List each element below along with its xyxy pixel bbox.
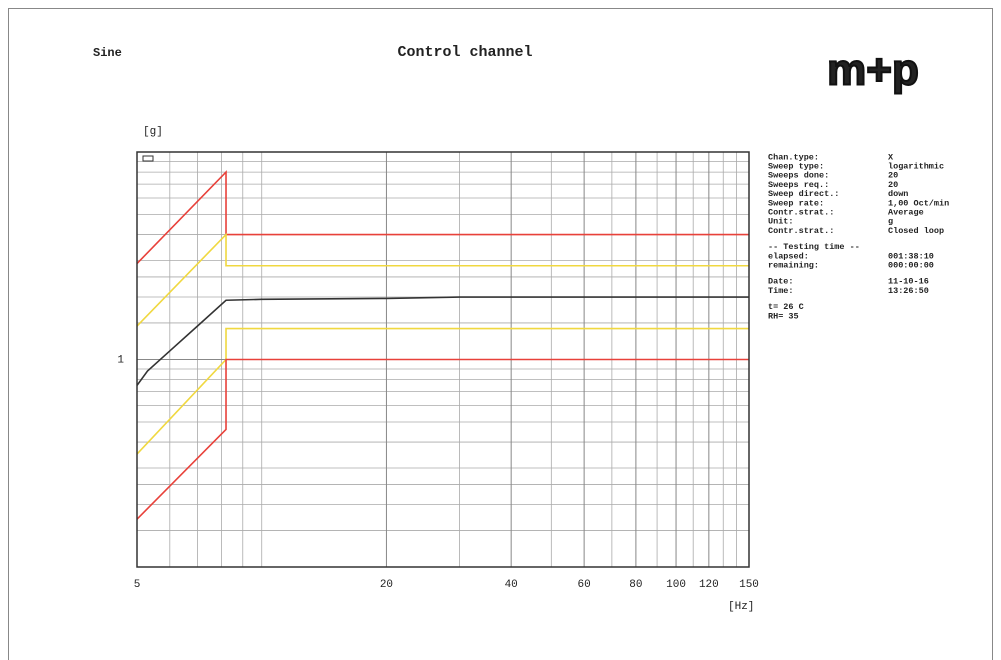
x-tick-label: 80 xyxy=(629,579,642,591)
data-line xyxy=(136,327,749,455)
info-label: Sweep type: xyxy=(768,161,824,171)
info-label: Sweep direct.: xyxy=(768,189,839,199)
info-label: Sweeps done: xyxy=(768,171,829,181)
plot-frame xyxy=(136,151,750,568)
page-frame xyxy=(8,8,993,660)
info-label: Unit: xyxy=(768,217,794,227)
info-label: Contr.strat.: xyxy=(768,226,834,236)
info-value: 20 xyxy=(888,171,898,181)
info-label: elapsed: xyxy=(768,251,809,261)
plot-lines xyxy=(136,170,749,520)
info-value: 11-10-16 xyxy=(888,277,929,287)
x-axis-label: [Hz] xyxy=(728,601,754,613)
y-axis-label: [g] xyxy=(143,126,163,138)
info-label: Date: xyxy=(768,277,794,287)
info-value: 000:00:00 xyxy=(888,260,934,270)
info-label: t= 26 C xyxy=(768,302,804,312)
x-tick-label: 20 xyxy=(380,579,393,591)
x-tick-label: 40 xyxy=(505,579,518,591)
data-line xyxy=(136,170,749,265)
info-label: Contr.strat.: xyxy=(768,207,834,217)
legend-symbol xyxy=(142,155,154,162)
x-tick-label: 100 xyxy=(666,579,686,591)
x-tick-label: 5 xyxy=(134,579,141,591)
info-label: -- Testing time -- xyxy=(768,242,860,252)
info-value: down xyxy=(888,189,908,199)
chart-subtitle: Sine xyxy=(93,46,122,60)
grid xyxy=(136,152,750,567)
info-label: Sweep rate: xyxy=(768,198,824,208)
info-label: RH= 35 xyxy=(768,311,799,321)
info-label: Time: xyxy=(768,286,794,296)
info-value: g xyxy=(888,217,893,227)
info-value: 001:38:10 xyxy=(888,251,934,261)
info-label: remaining: xyxy=(768,260,819,270)
info-value: 1,00 Oct/min xyxy=(888,198,949,208)
x-tick-label: 120 xyxy=(699,579,719,591)
info-value: 13:26:50 xyxy=(888,286,929,296)
info-value: 20 xyxy=(888,180,898,190)
data-line xyxy=(136,232,749,327)
data-line xyxy=(136,296,749,386)
info-value: X xyxy=(888,152,894,162)
info-label: Chan.type: xyxy=(768,152,819,162)
info-value: Average xyxy=(888,207,924,217)
y-tick-label: 1 xyxy=(117,354,124,366)
data-line xyxy=(136,358,749,520)
info-panel: Chan.type: X Sweep type: logarithmic Sweeps … xyxy=(768,152,949,321)
info-value: Closed loop xyxy=(888,226,944,236)
info-value: logarithmic xyxy=(888,161,944,171)
chart-title: Control channel xyxy=(397,44,532,61)
x-tick-label: 150 xyxy=(739,579,759,591)
info-label: Sweeps req.: xyxy=(768,180,829,190)
logo: m+p xyxy=(827,46,919,95)
x-tick-label: 60 xyxy=(578,579,591,591)
